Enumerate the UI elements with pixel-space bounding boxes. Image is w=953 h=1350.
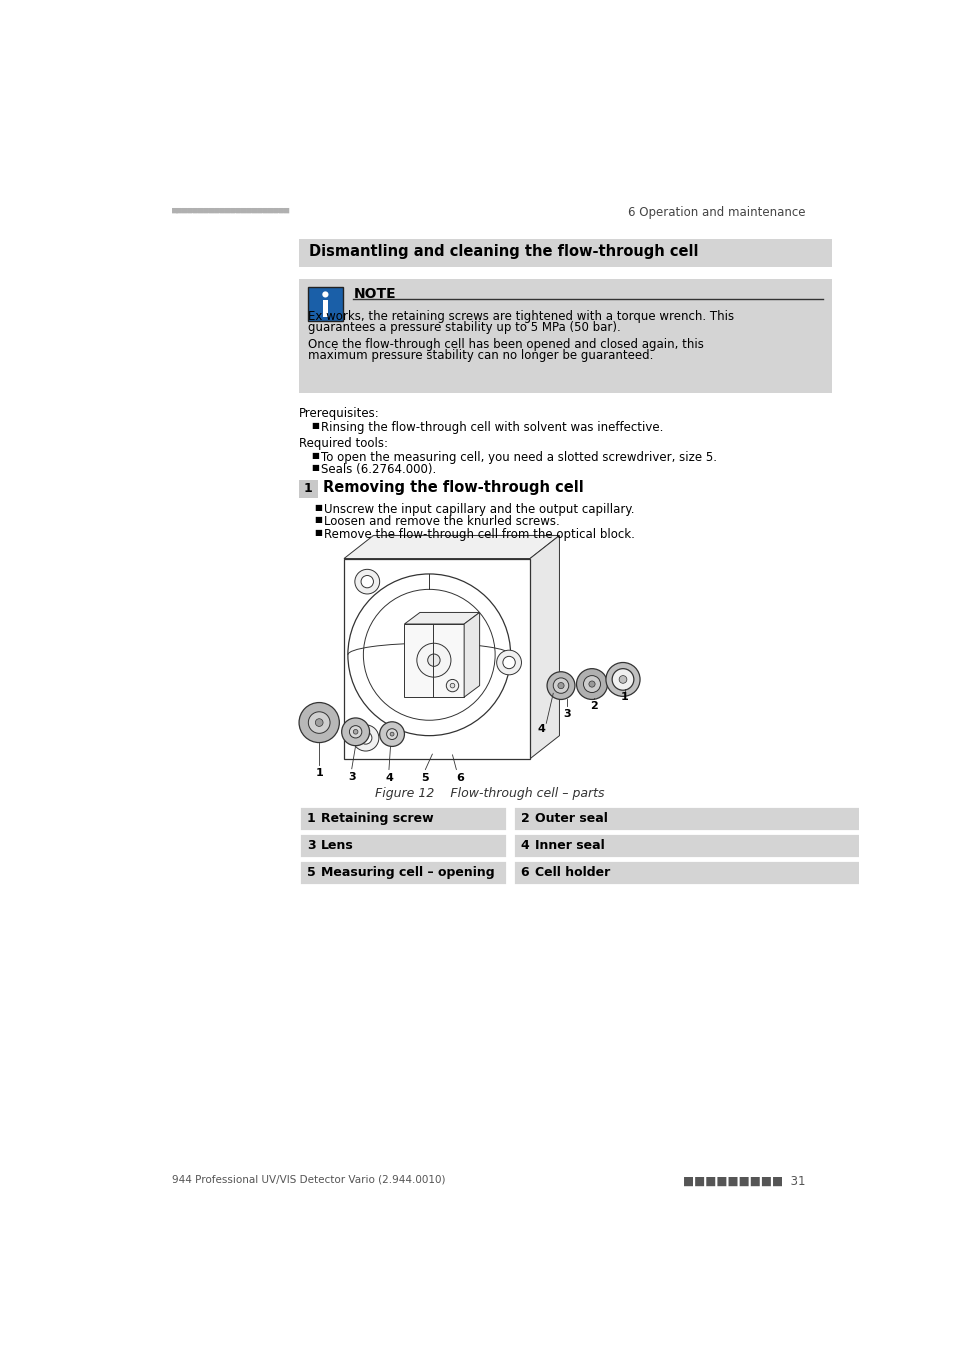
Circle shape [588, 680, 595, 687]
Text: Removing the flow-through cell: Removing the flow-through cell [323, 481, 583, 495]
Bar [298, 860, 506, 886]
Circle shape [497, 651, 521, 675]
Text: Unscrew the input capillary and the output capillary.: Unscrew the input capillary and the outp… [323, 504, 634, 516]
Text: guarantees a pressure stability up to 5 MPa (50 bar).: guarantees a pressure stability up to 5 … [308, 321, 620, 335]
Text: Rinsing the flow-through cell with solvent was ineffective.: Rinsing the flow-through cell with solve… [320, 421, 662, 433]
Bar [298, 239, 831, 267]
Bar [298, 833, 506, 859]
Text: 944 Professional UV/VIS Detector Vario (2.944.0010): 944 Professional UV/VIS Detector Vario (… [172, 1174, 445, 1184]
Text: NOTE: NOTE [353, 286, 395, 301]
Text: ■: ■ [314, 528, 322, 537]
Text: 3: 3 [348, 772, 355, 782]
Circle shape [355, 570, 379, 594]
Polygon shape [344, 559, 530, 759]
Circle shape [353, 725, 378, 751]
Bar [298, 481, 317, 498]
Text: Prerequisites:: Prerequisites: [298, 406, 379, 420]
Text: maximum pressure stability can no longer be guaranteed.: maximum pressure stability can no longer… [308, 350, 653, 362]
Bar [513, 860, 861, 886]
Text: 1: 1 [307, 811, 315, 825]
Text: Measuring cell – opening: Measuring cell – opening [320, 865, 494, 879]
Bar [298, 806, 506, 832]
Circle shape [315, 718, 323, 726]
Circle shape [341, 718, 369, 745]
Text: Lens: Lens [320, 838, 354, 852]
Circle shape [308, 711, 330, 733]
Text: Once the flow-through cell has been opened and closed again, this: Once the flow-through cell has been open… [308, 338, 703, 351]
Text: ■■■■■■■■■■■■■■■■■■■■■■: ■■■■■■■■■■■■■■■■■■■■■■ [172, 207, 290, 215]
Text: 1: 1 [304, 482, 313, 495]
Text: Inner seal: Inner seal [534, 838, 604, 852]
Text: Required tools:: Required tools: [298, 437, 388, 450]
Text: 3: 3 [563, 709, 571, 718]
Text: Remove the flow-through cell from the optical block.: Remove the flow-through cell from the op… [323, 528, 634, 541]
Circle shape [359, 732, 372, 744]
Text: Cell holder: Cell holder [534, 865, 609, 879]
Text: ■: ■ [314, 516, 322, 524]
Text: 1: 1 [315, 768, 323, 778]
Circle shape [553, 678, 568, 694]
Text: 3: 3 [307, 838, 315, 852]
Text: Loosen and remove the knurled screws.: Loosen and remove the knurled screws. [323, 516, 559, 528]
Circle shape [390, 732, 394, 736]
Polygon shape [530, 536, 558, 759]
Circle shape [450, 683, 455, 688]
Circle shape [618, 675, 626, 683]
Text: 6 Operation and maintenance: 6 Operation and maintenance [628, 207, 805, 219]
Circle shape [427, 653, 439, 667]
Text: ■: ■ [311, 463, 319, 472]
Circle shape [349, 726, 361, 738]
Text: Dismantling and cleaning the flow-through cell: Dismantling and cleaning the flow-throug… [309, 244, 698, 259]
Circle shape [605, 663, 639, 697]
Polygon shape [404, 613, 479, 624]
Text: ■: ■ [311, 421, 319, 429]
Circle shape [446, 679, 458, 691]
Text: 4: 4 [520, 838, 529, 852]
Text: 4: 4 [385, 772, 393, 783]
Text: 1: 1 [620, 691, 628, 702]
Text: Ex works, the retaining screws are tightened with a torque wrench. This: Ex works, the retaining screws are tight… [308, 310, 734, 323]
Bar [323, 300, 328, 317]
Text: Outer seal: Outer seal [534, 811, 607, 825]
Text: To open the measuring cell, you need a slotted screwdriver, size 5.: To open the measuring cell, you need a s… [320, 451, 716, 464]
Text: Figure 12    Flow-through cell – parts: Figure 12 Flow-through cell – parts [375, 787, 604, 801]
Circle shape [360, 575, 373, 587]
Text: 6: 6 [520, 865, 529, 879]
Circle shape [298, 702, 339, 742]
Text: Seals (6.2764.000).: Seals (6.2764.000). [320, 463, 436, 477]
Bar [404, 624, 464, 697]
Text: 5: 5 [307, 865, 315, 879]
Circle shape [322, 292, 328, 297]
Polygon shape [464, 613, 479, 697]
Bar [513, 833, 861, 859]
Bar [298, 279, 831, 393]
Bar [513, 806, 861, 832]
Text: ■: ■ [314, 504, 322, 512]
Text: 2: 2 [520, 811, 529, 825]
Circle shape [379, 722, 404, 747]
Circle shape [612, 668, 633, 690]
Text: 6: 6 [456, 772, 464, 783]
Bar [308, 286, 343, 321]
Circle shape [502, 656, 515, 668]
Text: 5: 5 [421, 772, 429, 783]
Text: 2: 2 [589, 701, 597, 711]
Polygon shape [344, 536, 558, 559]
Text: Retaining screw: Retaining screw [320, 811, 433, 825]
Circle shape [386, 729, 397, 740]
Text: 4: 4 [537, 724, 545, 734]
Text: ■■■■■■■■■  31: ■■■■■■■■■ 31 [682, 1174, 805, 1188]
Circle shape [583, 675, 599, 693]
Circle shape [576, 668, 607, 699]
Circle shape [546, 672, 575, 699]
Circle shape [353, 729, 357, 734]
Text: ■: ■ [311, 451, 319, 460]
Circle shape [558, 683, 563, 688]
Circle shape [416, 643, 451, 678]
